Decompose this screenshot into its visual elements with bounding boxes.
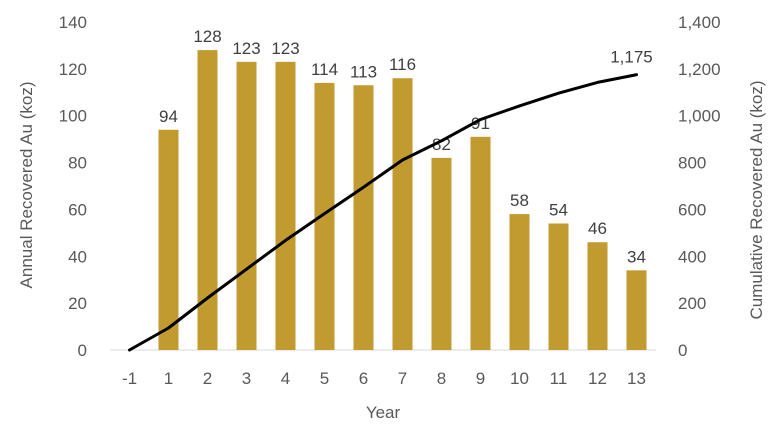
bar bbox=[587, 242, 608, 350]
x-tick-label: 10 bbox=[510, 369, 529, 388]
x-tick-label: 12 bbox=[588, 369, 607, 388]
x-tick-label: -1 bbox=[122, 369, 137, 388]
y-axis-title: Annual Recovered Au (koz) bbox=[17, 82, 36, 289]
bar bbox=[431, 157, 452, 350]
right-tick-label: 1,200 bbox=[678, 60, 721, 79]
bar-data-label: 94 bbox=[159, 107, 178, 126]
left-tick-label: 100 bbox=[59, 107, 87, 126]
bar bbox=[353, 85, 374, 350]
left-axis-ticks: 0 20 40 60 80 100 120 140 bbox=[59, 13, 87, 360]
bar bbox=[236, 61, 257, 350]
x-tick-label: 6 bbox=[359, 369, 368, 388]
x-tick-label: 11 bbox=[550, 369, 568, 388]
line-end-label: 1,175 bbox=[610, 48, 653, 67]
x-tick-label: 8 bbox=[437, 369, 446, 388]
left-tick-label: 140 bbox=[59, 13, 87, 32]
x-tick-label: 13 bbox=[627, 369, 646, 388]
bar-data-label: 46 bbox=[588, 219, 607, 238]
right-tick-label: 400 bbox=[678, 247, 706, 266]
left-tick-label: 80 bbox=[68, 154, 87, 173]
bar-data-label: 123 bbox=[271, 39, 299, 58]
left-tick-label: 20 bbox=[68, 294, 87, 313]
bar-data-label: 116 bbox=[389, 55, 416, 74]
left-tick-label: 60 bbox=[68, 200, 87, 219]
bar bbox=[509, 214, 530, 350]
left-tick-label: 120 bbox=[59, 60, 87, 79]
right-tick-label: 1,000 bbox=[678, 107, 721, 126]
x-tick-label: 1 bbox=[164, 369, 173, 388]
x-tick-label: 7 bbox=[398, 369, 407, 388]
bar-data-label: 58 bbox=[510, 191, 529, 210]
x-tick-label: 4 bbox=[281, 369, 290, 388]
bar bbox=[626, 270, 647, 350]
x-axis-ticks: -1 1 2 3 4 5 6 7 8 9 10 11 12 13 bbox=[122, 369, 646, 388]
bar bbox=[158, 129, 179, 350]
right-tick-label: 200 bbox=[678, 294, 706, 313]
right-tick-label: 800 bbox=[678, 154, 706, 173]
x-tick-label: 2 bbox=[203, 369, 212, 388]
cumulative-line-series: 1,175 bbox=[128, 48, 653, 352]
cumulative-line bbox=[128, 73, 638, 352]
left-tick-label: 40 bbox=[68, 247, 87, 266]
y2-axis-title: Cumulative Recovered Au (koz) bbox=[747, 80, 766, 319]
x-tick-label: 3 bbox=[242, 369, 251, 388]
bar-series bbox=[158, 50, 647, 351]
bar-data-label: 128 bbox=[193, 27, 221, 46]
bar bbox=[197, 50, 218, 350]
bar-data-label: 114 bbox=[311, 60, 338, 79]
left-tick-label: 0 bbox=[78, 341, 87, 360]
x-axis-title: Year bbox=[366, 403, 401, 422]
right-axis-ticks: 0 200 400 600 800 1,000 1,200 1,400 bbox=[678, 13, 721, 360]
right-tick-label: 600 bbox=[678, 200, 706, 219]
bar bbox=[470, 136, 491, 350]
x-tick-label: 5 bbox=[320, 369, 329, 388]
bar bbox=[314, 82, 335, 351]
bar bbox=[392, 78, 413, 350]
x-tick-label: 9 bbox=[476, 369, 485, 388]
right-tick-label: 0 bbox=[678, 341, 687, 360]
bar bbox=[275, 61, 296, 350]
bar-data-label: 113 bbox=[350, 62, 377, 81]
bar-data-label: 54 bbox=[549, 200, 568, 219]
bar-data-label: 123 bbox=[232, 39, 260, 58]
bar-data-label: 34 bbox=[627, 247, 646, 266]
right-tick-label: 1,400 bbox=[678, 13, 721, 32]
bar bbox=[548, 223, 569, 350]
